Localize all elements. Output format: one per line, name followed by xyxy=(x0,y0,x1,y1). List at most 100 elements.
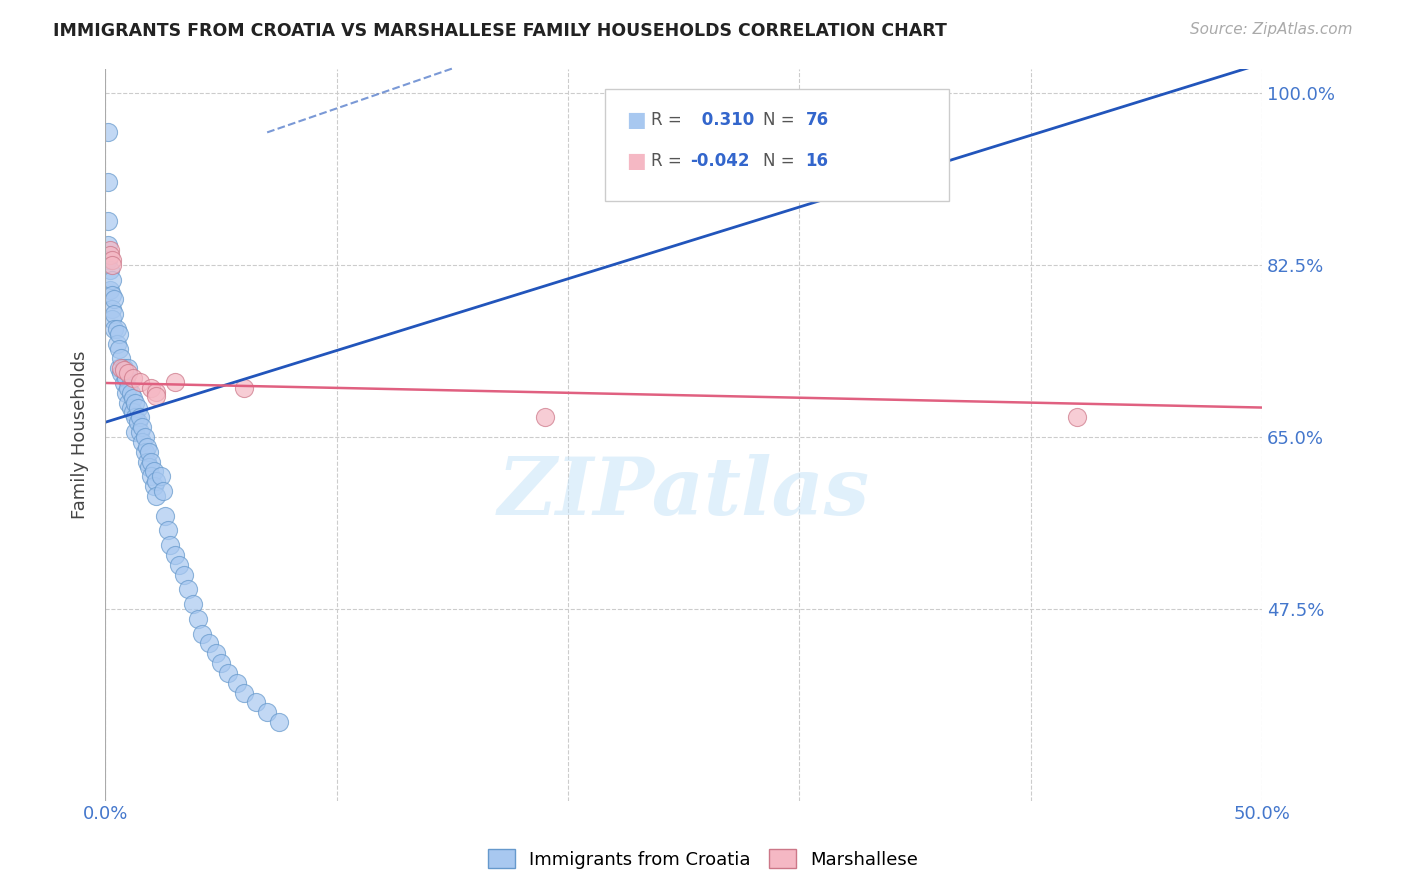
Point xyxy=(145,389,167,403)
Point xyxy=(98,283,121,297)
Point xyxy=(98,244,121,258)
Point xyxy=(245,695,267,709)
Point xyxy=(108,342,131,356)
Point xyxy=(267,714,290,729)
Point xyxy=(159,538,181,552)
Point xyxy=(173,567,195,582)
Point xyxy=(205,646,228,660)
Point xyxy=(96,175,118,189)
Point xyxy=(120,401,142,415)
Point xyxy=(149,469,172,483)
Point xyxy=(124,395,146,409)
Text: ■: ■ xyxy=(626,111,645,130)
Point xyxy=(122,405,145,419)
Point xyxy=(112,376,135,390)
Point xyxy=(96,238,118,252)
Point xyxy=(129,375,152,389)
Point xyxy=(96,125,118,139)
Point xyxy=(124,425,146,439)
Point xyxy=(127,401,149,415)
Legend: Immigrants from Croatia, Marshallese: Immigrants from Croatia, Marshallese xyxy=(481,842,925,876)
Point xyxy=(101,258,124,272)
Point xyxy=(124,410,146,425)
Point xyxy=(141,469,163,483)
Point xyxy=(191,626,214,640)
Point xyxy=(134,430,156,444)
Text: ZIPatlas: ZIPatlas xyxy=(498,454,870,532)
Point xyxy=(233,381,256,395)
Point xyxy=(108,361,131,376)
Point xyxy=(142,479,165,493)
Point xyxy=(145,489,167,503)
Point xyxy=(127,415,149,429)
Point xyxy=(115,385,138,400)
Point xyxy=(101,302,124,317)
Point xyxy=(129,410,152,425)
Point xyxy=(101,312,124,326)
Point xyxy=(155,508,177,523)
Point xyxy=(112,361,135,376)
Point xyxy=(98,248,121,262)
Point xyxy=(256,705,278,719)
Point xyxy=(117,381,139,395)
Point xyxy=(533,410,555,425)
Point xyxy=(129,425,152,439)
Point xyxy=(181,597,204,611)
Point xyxy=(98,263,121,277)
Point xyxy=(105,336,128,351)
Point xyxy=(145,384,167,399)
Point xyxy=(101,253,124,268)
Point xyxy=(163,548,186,562)
Point xyxy=(226,675,249,690)
Point xyxy=(120,385,142,400)
Point xyxy=(167,558,190,572)
Point xyxy=(233,685,256,699)
Point xyxy=(96,253,118,268)
Point xyxy=(134,444,156,458)
Point xyxy=(131,434,153,449)
Point xyxy=(112,363,135,377)
Point xyxy=(156,524,179,538)
Point xyxy=(145,475,167,489)
Point xyxy=(141,381,163,395)
Point xyxy=(135,454,157,468)
Point xyxy=(141,454,163,468)
Text: Source: ZipAtlas.com: Source: ZipAtlas.com xyxy=(1189,22,1353,37)
Text: 0.310: 0.310 xyxy=(696,112,754,129)
Point xyxy=(108,326,131,341)
Text: ■: ■ xyxy=(626,151,645,170)
Point xyxy=(117,395,139,409)
Point xyxy=(217,665,239,680)
Point xyxy=(105,322,128,336)
Text: 76: 76 xyxy=(806,112,828,129)
Point xyxy=(110,361,132,376)
Text: 16: 16 xyxy=(806,152,828,169)
Point xyxy=(209,656,232,670)
Point xyxy=(110,366,132,380)
Point xyxy=(198,636,221,650)
Point xyxy=(152,484,174,499)
Point xyxy=(103,307,125,321)
Point xyxy=(135,440,157,454)
Point xyxy=(177,582,200,597)
Point xyxy=(103,322,125,336)
Point xyxy=(117,366,139,380)
Text: N =: N = xyxy=(763,112,800,129)
Point xyxy=(138,459,160,474)
Point xyxy=(117,361,139,376)
Text: N =: N = xyxy=(763,152,800,169)
Text: -0.042: -0.042 xyxy=(690,152,749,169)
Point xyxy=(1066,410,1088,425)
Point xyxy=(142,464,165,478)
Point xyxy=(138,444,160,458)
Text: R =: R = xyxy=(651,112,688,129)
Text: R =: R = xyxy=(651,152,688,169)
Point xyxy=(103,293,125,307)
Point xyxy=(187,612,209,626)
Point xyxy=(101,287,124,301)
Point xyxy=(122,371,145,385)
Point xyxy=(96,214,118,228)
Text: IMMIGRANTS FROM CROATIA VS MARSHALLESE FAMILY HOUSEHOLDS CORRELATION CHART: IMMIGRANTS FROM CROATIA VS MARSHALLESE F… xyxy=(53,22,948,40)
Point xyxy=(122,391,145,405)
Point xyxy=(115,371,138,385)
